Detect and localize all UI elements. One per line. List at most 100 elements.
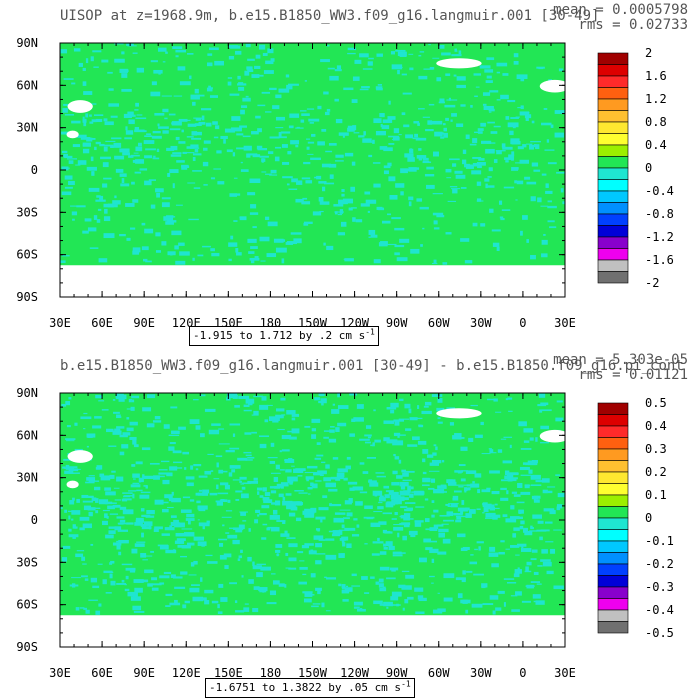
range-text-bottom: -1.6751 to 1.3822 by .05 cm s [209,681,402,694]
colorbar-label: 0.4 [645,138,667,152]
x-tick-label: 30E [554,316,576,330]
x-tick-label: 150E [214,666,243,680]
colorbar-cell [597,213,629,226]
colorbar-label: -2 [645,276,659,290]
colorbar-label: -0.5 [645,626,674,640]
colorbar-cell [597,179,629,192]
range-text-top: -1.915 to 1.712 by .2 cm s [193,329,366,342]
land-mask [66,480,79,489]
range-label-bottom: -1.6751 to 1.3822 by .05 cm s-1 [205,678,415,698]
y-tick-label: 30S [16,205,38,219]
stat-mean: mean = 5.303e-05 [553,352,688,368]
colorbar-cell [597,598,629,611]
colorbar-cell [597,517,629,530]
x-tick-label: 0 [519,666,526,680]
colorbar-label: -0.1 [645,534,674,548]
y-tick-label: 0 [31,163,38,177]
field-negative-speckle [60,43,565,265]
colorbar-cell [597,167,629,180]
colorbar-cell [597,471,629,484]
plot-title: b.e15.B1850_WW3.f09_g16.langmuir.001 [30… [60,358,684,374]
x-tick-label: 0 [519,316,526,330]
y-tick-label: 60N [16,428,38,442]
colorbar-cell [597,586,629,599]
colorbar-cell [597,437,629,450]
colorbar-label: -0.8 [645,207,674,221]
colorbar-cell [597,98,629,111]
x-tick-label: 150W [298,666,328,680]
colorbar-cell [597,110,629,123]
x-tick-label: 60W [428,316,450,330]
colorbar-cell [597,87,629,100]
x-tick-label: 30E [554,666,576,680]
x-tick-label: 90W [386,666,408,680]
x-tick-label: 90E [133,316,155,330]
colorbar-cell [597,448,629,461]
colorbar-cell [597,609,629,622]
colorbar-cell [597,52,629,65]
x-tick-label: 60E [91,316,113,330]
colorbar-cell [597,494,629,507]
colorbar-label: 0.3 [645,442,667,456]
colorbar-label: 1.6 [645,69,667,83]
colorbar-label: 0.4 [645,419,667,433]
colorbar-label: 0.5 [645,396,667,410]
plot-title: UISOP at z=1968.9m, b.e15.B1850_WW3.f09_… [60,8,599,24]
y-tick-label: 90N [16,386,38,400]
colorbar-label: -0.4 [645,184,674,198]
range-unit-exp-bottom: -1 [401,679,411,689]
colorbar-cell [597,621,629,634]
land-mask [539,429,571,443]
colorbar-cell [597,225,629,238]
y-tick-label: 90S [16,640,38,654]
x-tick-label: 30W [470,316,492,330]
y-tick-label: 90S [16,290,38,304]
colorbar-cell [597,483,629,496]
colorbar-label: -1.2 [645,230,674,244]
colorbar-label: -0.3 [645,580,674,594]
x-tick-label: 90W [386,316,408,330]
colorbar-cell [597,529,629,542]
colorbar-label: -1.6 [645,253,674,267]
stat-rms: rms = 0.02733 [578,17,688,33]
colorbar-cell [597,64,629,77]
range-label-top: -1.915 to 1.712 by .2 cm s-1 [189,326,379,346]
stat-mean: mean = 0.0005798 [553,2,688,18]
colorbar-cell [597,190,629,203]
colorbar-cell [597,552,629,565]
colorbar-cell [597,540,629,553]
range-unit-exp-top: -1 [365,327,375,337]
colorbar-cell [597,414,629,427]
colorbar-label: 0.1 [645,488,667,502]
x-tick-label: 30E [49,316,71,330]
colorbar-cell [597,506,629,519]
colorbar-cell [597,202,629,215]
stat-rms: rms = 0.01121 [578,367,688,383]
x-tick-label: 30W [470,666,492,680]
x-tick-label: 60W [428,666,450,680]
y-tick-label: 90N [16,36,38,50]
colorbar-cell [597,144,629,157]
colorbar-label: -0.2 [645,557,674,571]
colorbar-cell [597,259,629,272]
colorbar-cell [597,271,629,284]
field-negative-speckle [60,393,565,615]
land-mask [66,130,79,139]
colorbar-cell [597,402,629,415]
colorbar-cell [597,75,629,88]
colorbar-cell [597,133,629,146]
y-tick-label: 60N [16,78,38,92]
y-tick-label: 30N [16,471,38,485]
land-mask [436,58,482,69]
land-mask [67,450,93,463]
colorbar-label: 0 [645,511,652,525]
land-mask [436,408,482,419]
colorbar-label: 2 [645,46,652,60]
colorbar-cell [597,121,629,134]
land-mask [67,100,93,113]
colorbar-label: 0.8 [645,115,667,129]
x-tick-label: 120E [172,666,201,680]
colorbar-cell [597,156,629,169]
y-tick-label: 0 [31,513,38,527]
x-tick-label: 30E [49,666,71,680]
